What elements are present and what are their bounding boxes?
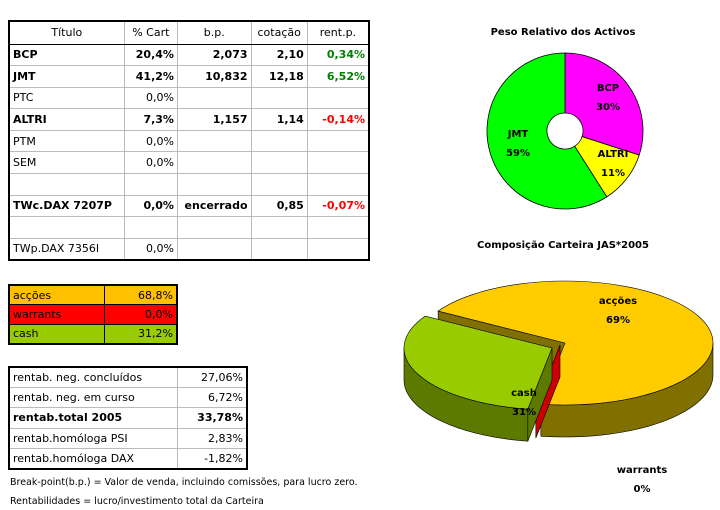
row: warrants 0,0% (8, 304, 178, 325)
positions-table: Título% Cart b.p. cotação rent.p. BCP 20,4% 2,… (8, 20, 370, 261)
slice-value: 69% (606, 315, 630, 326)
note: Rentabilidades = lucro/investimento tota… (10, 496, 264, 507)
empty-cell (250, 237, 308, 261)
cell: -0,14% (306, 108, 370, 131)
slice-label: BCP (597, 83, 619, 94)
cell: rentab.homóloga DAX (8, 448, 178, 470)
empty-cell (123, 173, 178, 196)
cell: PTC (8, 86, 125, 110)
cell: 0,0% (123, 151, 178, 175)
cell: acções (8, 284, 105, 305)
row: cash 31,2% (8, 323, 178, 344)
cell: 0,34% (306, 43, 370, 67)
cell: 12,18 (250, 65, 308, 88)
slice-label: ALTRI (598, 149, 629, 160)
row: rentab.total 2005 33,78% (8, 407, 248, 429)
header-cell: cotação (250, 20, 308, 45)
row: TWc.DAX 7207P 0,0% encerrado 0,85 -0,07% (8, 194, 370, 218)
cell: 68,8% (103, 284, 178, 305)
header-row: Título% Cart b.p. cotação rent.p. (8, 20, 370, 45)
row: SEM 0,0% (8, 151, 370, 175)
chart-title: Composição Carteira JAS*2005 (477, 240, 649, 251)
row: ALTRI 7,3% 1,157 1,14 -0,14% (8, 108, 370, 131)
row: rentab. neg. concluídos 27,06% (8, 366, 248, 388)
cell: 33,78% (177, 407, 248, 429)
slice-label: cash (511, 388, 537, 399)
cell: TWc.DAX 7207P (8, 194, 125, 218)
chart-title: Peso Relativo dos Activos (491, 27, 636, 38)
header-cell: rent.p. (306, 20, 370, 45)
cell: 2,10 (250, 43, 308, 67)
returns-table: rentab. neg. concluídos 27,06% rentab. neg… (8, 366, 248, 470)
cell: 2,83% (177, 427, 248, 450)
row: rentab.homóloga PSI 2,83% (8, 427, 248, 450)
cell: TWp.DAX 7356I (8, 237, 125, 261)
slice-value: 11% (601, 168, 625, 179)
cell: 0,0% (103, 304, 178, 325)
slice-value: 31% (512, 407, 536, 418)
empty-cell (250, 151, 308, 175)
empty-cell (250, 216, 308, 239)
empty-cell (123, 216, 178, 239)
row: acções 68,8% (8, 284, 178, 305)
cell: 0,0% (123, 237, 178, 261)
header-cell: % Cart (123, 20, 178, 45)
cell: 0,0% (123, 129, 178, 153)
cell: 1,14 (250, 108, 308, 131)
cell: rentab.homóloga PSI (8, 427, 178, 450)
empty-cell (306, 173, 370, 196)
cell: rentab.total 2005 (8, 407, 178, 429)
cell: 31,2% (103, 323, 178, 344)
cell: -1,82% (177, 448, 248, 470)
slice-label: JMT (507, 129, 529, 140)
slice (486, 52, 608, 210)
empty-cell (306, 151, 370, 175)
slice-value: 0% (634, 484, 651, 495)
row: rentab.homóloga DAX -1,82% (8, 448, 248, 470)
row: rentab. neg. em curso 6,72% (8, 386, 248, 409)
row: TWp.DAX 7356I 0,0% (8, 237, 370, 261)
cell: 7,3% (123, 108, 178, 131)
slice-label: warrants (617, 465, 667, 476)
cell: 1,157 (176, 108, 252, 131)
slice-label: acções (599, 296, 637, 307)
slice (564, 52, 644, 156)
empty-cell (250, 129, 308, 153)
empty-cell (306, 129, 370, 153)
cell: 6,72% (177, 386, 248, 409)
cell: 6,52% (306, 65, 370, 88)
cell: encerrado (176, 194, 252, 218)
row (8, 216, 370, 239)
allocation-table: acções 68,8% warrants 0,0% cash 31,2% (8, 284, 178, 345)
empty-cell (306, 237, 370, 261)
empty-cell (250, 173, 308, 196)
note: Break-point(b.p.) = Valor de venda, incl… (10, 477, 358, 488)
cell: 0,85 (250, 194, 308, 218)
slice-value: 30% (596, 102, 620, 113)
row: BCP 20,4% 2,073 2,10 0,34% (8, 43, 370, 67)
slice (403, 315, 553, 410)
cell: rentab. neg. em curso (8, 386, 178, 409)
header-cell: Título (8, 20, 125, 45)
row (8, 173, 370, 196)
cell: 0,0% (123, 194, 178, 218)
empty-cell (306, 216, 370, 239)
slice-value: 59% (506, 148, 530, 159)
slice (437, 280, 714, 406)
cell: PTM (8, 129, 125, 153)
row: PTM 0,0% (8, 129, 370, 153)
cell: ALTRI (8, 108, 125, 131)
cell: cash (8, 323, 105, 344)
cell: -0,07% (306, 194, 370, 218)
cell: 20,4% (123, 43, 178, 67)
